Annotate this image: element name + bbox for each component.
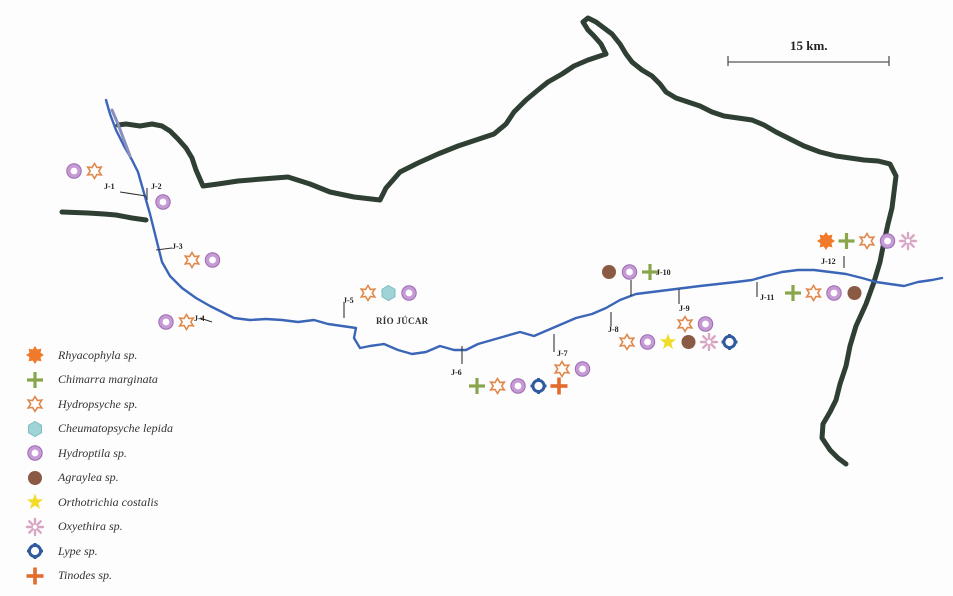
river-label: RÍO JÚCAR: [376, 316, 429, 326]
legend-label: Agraylea sp.: [58, 470, 119, 485]
brown-dot-icon: [28, 470, 42, 485]
purple-ring-icon: [66, 163, 82, 179]
purple-ring-icon: [639, 334, 656, 350]
orange-star-outline-icon: [805, 284, 822, 302]
legend-item: Cheumatopsyche lepida: [24, 417, 264, 442]
green-cross-icon: [27, 371, 43, 388]
blue-gear-icon: [25, 541, 45, 561]
legend-item: Rhyacophyla sp.: [24, 343, 264, 368]
brown-dot-icon: [602, 265, 616, 279]
purple-ring-icon: [158, 314, 174, 330]
orange-star-outline-icon: [859, 232, 875, 250]
teal-hexagon-icon: [381, 285, 396, 301]
legend-label: Cheumatopsyche lepida: [58, 421, 173, 436]
purple-ring-icon: [204, 252, 221, 268]
site-label: J-10: [656, 268, 671, 277]
legend-item: Chimarra marginata: [24, 368, 264, 393]
site-label: J-7: [557, 349, 568, 358]
orange-star-outline-icon: [554, 360, 570, 378]
purple-ring-icon: [401, 285, 417, 301]
pink-asterisk-icon: [25, 517, 45, 536]
orange-star-outline-icon: [677, 315, 693, 333]
legend-label: Hydroptila sp.: [58, 445, 127, 460]
legend-item: Hydropsyche sp.: [24, 392, 264, 417]
green-cross-icon: [785, 285, 801, 301]
legend-item: Tinodes sp.: [24, 564, 264, 589]
purple-ring-icon: [697, 316, 714, 332]
site-label: J-6: [451, 368, 462, 377]
site-label: J-9: [679, 304, 690, 313]
orange-star-outline-icon: [184, 251, 200, 269]
site-label: J-1: [104, 182, 115, 191]
brown-dot-icon: [847, 286, 862, 300]
site-ticks: [119, 188, 845, 364]
legend-label: Lype sp.: [58, 543, 98, 558]
pink-asterisk-icon: [699, 332, 719, 352]
orange-star-outline-icon: [360, 284, 376, 302]
site-label: J-11: [760, 293, 775, 302]
legend: Rhyacophyla sp. Chimarra marginata Hydro…: [24, 343, 264, 588]
site-label: J-5: [343, 296, 354, 305]
legend-label: Oxyethira sp.: [58, 519, 123, 534]
purple-ring-icon: [826, 285, 842, 301]
orange-plus-icon: [550, 377, 568, 395]
yellow-star-icon: [26, 493, 44, 510]
orange-star-outline-icon: [27, 395, 43, 413]
legend-label: Rhyacophyla sp.: [58, 347, 138, 362]
scale-label: 15 km.: [790, 38, 828, 53]
yellow-star-icon: [659, 333, 677, 349]
orange-star-outline-icon: [86, 162, 103, 180]
purple-ring-icon: [27, 445, 43, 461]
site-label: J-8: [608, 325, 619, 334]
legend-item: Hydroptila sp.: [24, 441, 264, 466]
legend-label: Chimarra marginata: [58, 372, 158, 387]
teal-hexagon-icon: [28, 420, 42, 437]
blue-gear-icon: [529, 376, 548, 396]
legend-item: Agraylea sp.: [24, 466, 264, 491]
orange-burst-icon: [817, 232, 835, 250]
brown-dot-icon: [681, 335, 696, 349]
orange-plus-icon: [26, 567, 44, 585]
purple-ring-icon: [510, 378, 526, 394]
legend-item: Oxyethira sp.: [24, 515, 264, 540]
river-jucar: [104, 98, 944, 356]
orange-star-outline-icon: [178, 313, 195, 331]
blue-gear-icon: [720, 332, 739, 352]
orange-burst-icon: [26, 346, 44, 365]
scale-bar: [727, 56, 890, 66]
legend-item: Orthotrichia costalis: [24, 490, 264, 515]
purple-ring-icon: [574, 361, 591, 377]
orange-star-outline-icon: [619, 333, 635, 351]
orange-star-outline-icon: [489, 377, 506, 395]
purple-ring-icon: [621, 264, 638, 280]
basin-boundary: [59, 15, 899, 467]
legend-label: Tinodes sp.: [58, 568, 113, 583]
purple-ring-icon: [155, 194, 171, 210]
legend-label: Orthotrichia costalis: [58, 494, 159, 509]
pink-asterisk-icon: [898, 231, 918, 251]
legend-item: Lype sp.: [24, 539, 264, 564]
site-label: J-4: [194, 314, 205, 323]
green-cross-icon: [469, 378, 485, 394]
site-label: J-2: [151, 182, 162, 191]
green-cross-icon: [838, 233, 855, 249]
site-label: J-3: [172, 242, 183, 251]
purple-ring-icon: [879, 233, 896, 249]
legend-label: Hydropsyche sp.: [58, 396, 138, 411]
site-label: J-12: [821, 257, 836, 266]
